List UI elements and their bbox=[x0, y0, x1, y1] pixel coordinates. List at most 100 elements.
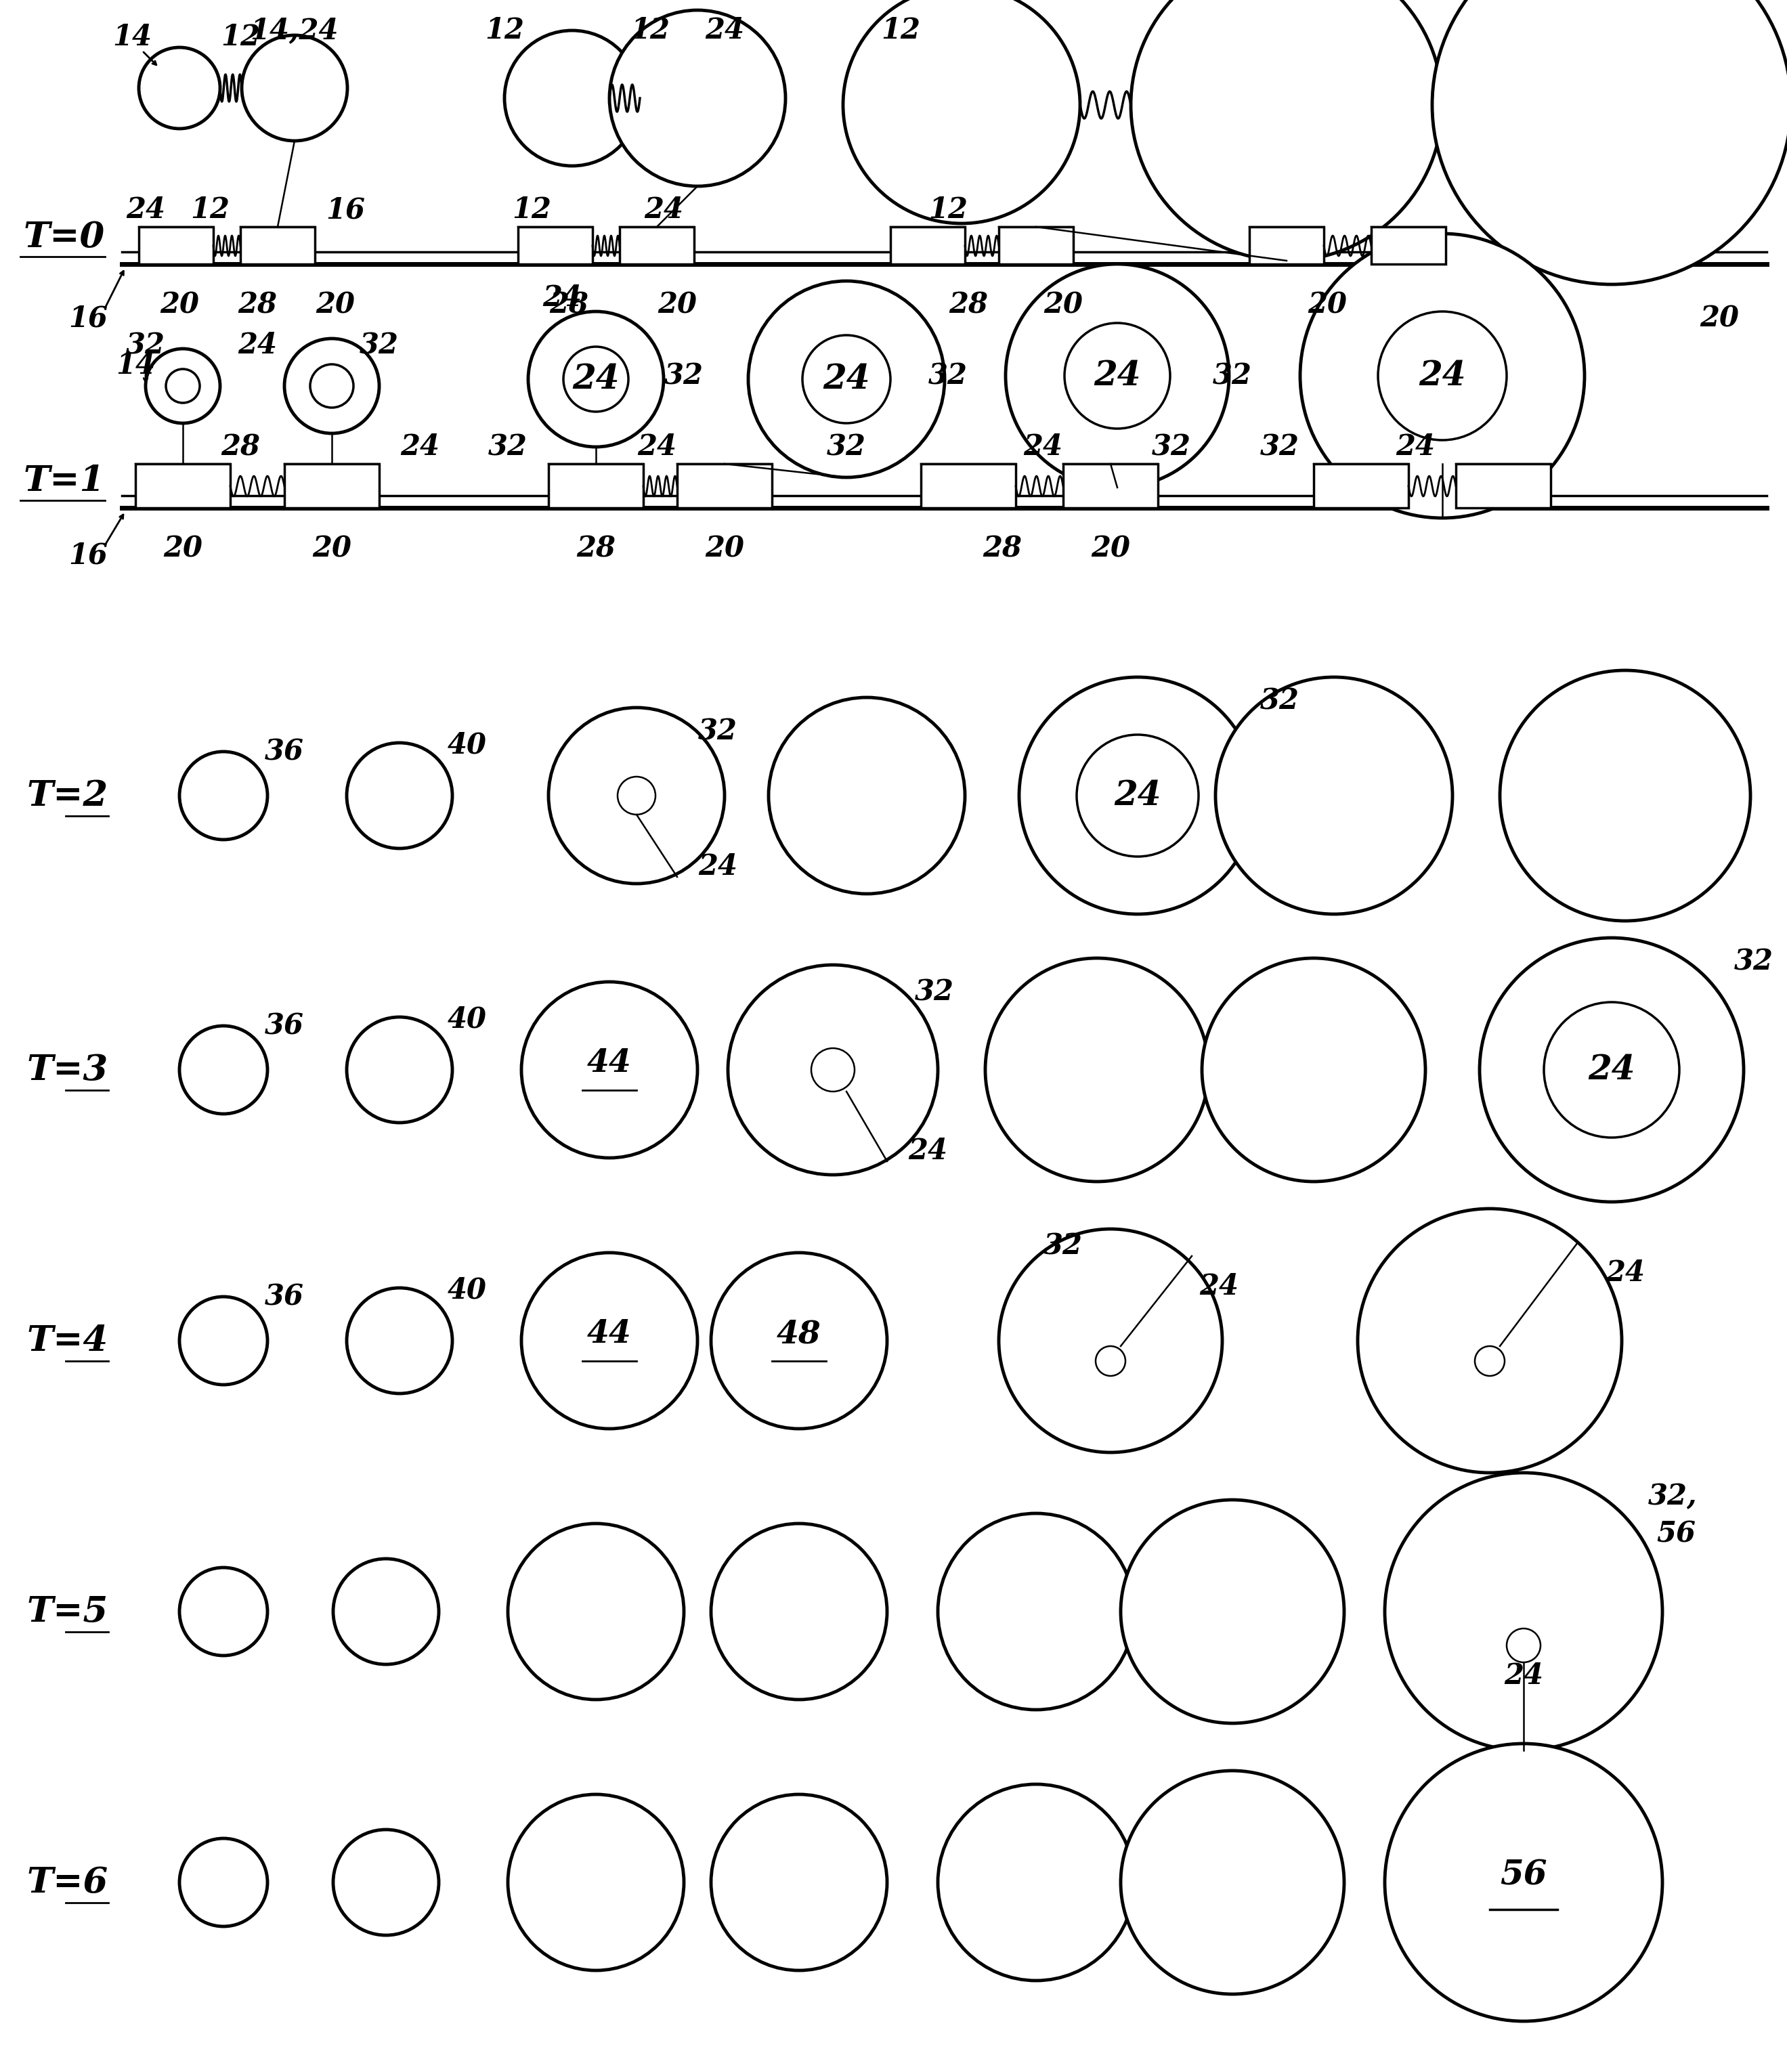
Ellipse shape bbox=[347, 1017, 452, 1123]
Text: 32: 32 bbox=[699, 717, 738, 746]
Ellipse shape bbox=[711, 1794, 886, 1970]
Text: 24: 24 bbox=[908, 1138, 947, 1164]
Text: 32: 32 bbox=[1044, 1231, 1083, 1260]
Text: 16: 16 bbox=[68, 541, 107, 570]
Ellipse shape bbox=[1095, 1347, 1126, 1376]
Text: T=2: T=2 bbox=[27, 779, 109, 812]
Text: 16: 16 bbox=[68, 305, 107, 332]
Text: 44: 44 bbox=[588, 1048, 631, 1080]
Text: 24: 24 bbox=[125, 195, 164, 224]
Ellipse shape bbox=[1006, 263, 1229, 487]
Ellipse shape bbox=[179, 1838, 268, 1927]
Bar bbox=[1063, 464, 1158, 508]
Ellipse shape bbox=[938, 1513, 1135, 1709]
Ellipse shape bbox=[347, 742, 452, 847]
Bar bbox=[241, 226, 315, 263]
Ellipse shape bbox=[1131, 0, 1442, 261]
Text: 24: 24 bbox=[1024, 433, 1063, 462]
Ellipse shape bbox=[332, 1830, 440, 1935]
Text: 20: 20 bbox=[658, 290, 697, 319]
Text: 32: 32 bbox=[929, 363, 967, 390]
Text: 24: 24 bbox=[699, 852, 738, 881]
Text: 32,: 32, bbox=[1648, 1481, 1698, 1510]
Bar bbox=[620, 226, 693, 263]
Text: 40: 40 bbox=[447, 1276, 486, 1303]
Text: 28: 28 bbox=[983, 535, 1022, 564]
Text: 20: 20 bbox=[159, 290, 198, 319]
Ellipse shape bbox=[1474, 1347, 1505, 1376]
Text: 40: 40 bbox=[447, 1005, 486, 1034]
Ellipse shape bbox=[139, 48, 220, 128]
Text: 20: 20 bbox=[163, 535, 202, 564]
Ellipse shape bbox=[241, 35, 347, 141]
Text: T=1: T=1 bbox=[23, 464, 105, 497]
Ellipse shape bbox=[749, 282, 945, 477]
Text: 32: 32 bbox=[1213, 363, 1253, 390]
Ellipse shape bbox=[166, 369, 200, 402]
Ellipse shape bbox=[1480, 939, 1744, 1202]
Ellipse shape bbox=[1203, 957, 1426, 1181]
Ellipse shape bbox=[508, 1523, 684, 1699]
Text: 28: 28 bbox=[949, 290, 988, 319]
Ellipse shape bbox=[522, 1254, 697, 1430]
Text: 36: 36 bbox=[264, 1011, 304, 1040]
Ellipse shape bbox=[985, 957, 1208, 1181]
Bar bbox=[1456, 464, 1551, 508]
Text: T=6: T=6 bbox=[27, 1865, 109, 1900]
Bar bbox=[890, 226, 965, 263]
Ellipse shape bbox=[1385, 1745, 1662, 2020]
Text: 20: 20 bbox=[1308, 290, 1347, 319]
Ellipse shape bbox=[811, 1048, 854, 1092]
Text: 12: 12 bbox=[631, 17, 670, 46]
Ellipse shape bbox=[179, 1026, 268, 1115]
Ellipse shape bbox=[999, 1229, 1222, 1452]
Bar bbox=[999, 226, 1074, 263]
Text: 14: 14 bbox=[116, 352, 155, 379]
Text: T=5: T=5 bbox=[27, 1593, 109, 1629]
Text: 32: 32 bbox=[915, 978, 954, 1007]
Ellipse shape bbox=[311, 365, 354, 408]
Text: T=0: T=0 bbox=[23, 220, 105, 255]
Bar bbox=[139, 226, 213, 263]
Text: 32: 32 bbox=[1153, 433, 1192, 462]
Text: T=4: T=4 bbox=[27, 1324, 109, 1357]
Text: 32: 32 bbox=[359, 332, 399, 361]
Text: 14,24: 14,24 bbox=[250, 17, 340, 46]
Bar bbox=[920, 464, 1015, 508]
Text: 24: 24 bbox=[1199, 1272, 1238, 1301]
Ellipse shape bbox=[1301, 234, 1585, 518]
Ellipse shape bbox=[1215, 678, 1453, 914]
Text: 32: 32 bbox=[125, 332, 164, 361]
Ellipse shape bbox=[179, 752, 268, 839]
Text: 20: 20 bbox=[704, 535, 743, 564]
Ellipse shape bbox=[504, 31, 640, 166]
Ellipse shape bbox=[609, 10, 786, 186]
Ellipse shape bbox=[727, 966, 938, 1175]
Bar bbox=[518, 226, 593, 263]
Text: 24: 24 bbox=[1113, 779, 1162, 812]
Ellipse shape bbox=[1506, 1629, 1540, 1662]
Text: 12: 12 bbox=[511, 195, 550, 224]
Ellipse shape bbox=[938, 1784, 1135, 1981]
Ellipse shape bbox=[802, 336, 890, 423]
Ellipse shape bbox=[145, 348, 220, 423]
Ellipse shape bbox=[347, 1289, 452, 1394]
Ellipse shape bbox=[711, 1254, 886, 1430]
Text: 24: 24 bbox=[638, 433, 677, 462]
Bar bbox=[549, 464, 643, 508]
Ellipse shape bbox=[284, 338, 379, 433]
Bar bbox=[1313, 464, 1408, 508]
Text: 12: 12 bbox=[929, 195, 967, 224]
Text: 24: 24 bbox=[1419, 358, 1465, 392]
Text: 20: 20 bbox=[1090, 535, 1129, 564]
Bar bbox=[136, 464, 231, 508]
Text: 20: 20 bbox=[316, 290, 356, 319]
Ellipse shape bbox=[1431, 0, 1787, 284]
Ellipse shape bbox=[1078, 736, 1199, 856]
Bar bbox=[284, 464, 379, 508]
Ellipse shape bbox=[711, 1523, 886, 1699]
Ellipse shape bbox=[618, 777, 656, 814]
Text: 24: 24 bbox=[572, 363, 620, 396]
Ellipse shape bbox=[768, 698, 965, 893]
Ellipse shape bbox=[1019, 678, 1256, 914]
